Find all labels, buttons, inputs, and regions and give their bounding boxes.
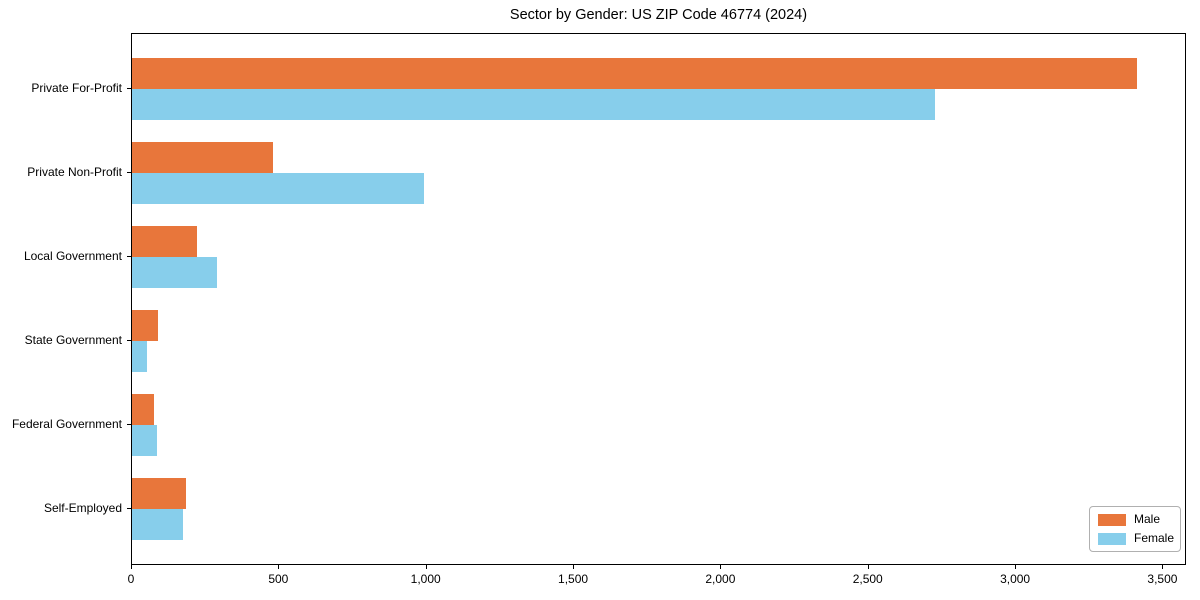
y-axis-label-state-government: State Government [24, 333, 122, 347]
legend-item-female: Female [1098, 531, 1175, 545]
x-tick-label: 1,000 [410, 572, 441, 586]
bar-female-state-government [132, 341, 147, 372]
x-tick-label: 500 [268, 572, 289, 586]
y-axis-label-private-non-profit: Private Non-Profit [27, 165, 122, 179]
bar-female-private-for-profit [132, 89, 936, 120]
bar-female-private-non-profit [132, 173, 424, 204]
x-tick-mark [1015, 565, 1017, 569]
bar-male-state-government [132, 310, 158, 341]
y-tick-mark [127, 88, 131, 89]
male-legend-swatch [1098, 513, 1126, 526]
male-legend-label: Male [1134, 512, 1161, 526]
bar-male-self-employed [132, 478, 186, 509]
x-tick-label: 2,000 [705, 572, 736, 586]
x-tick-mark [278, 565, 280, 569]
bar-male-local-government [132, 226, 197, 257]
x-tick-label: 1,500 [558, 572, 589, 586]
bar-female-self-employed [132, 509, 183, 540]
y-tick-mark [127, 340, 131, 341]
female-legend-swatch [1098, 532, 1126, 545]
x-tick-mark [573, 565, 575, 569]
bar-female-federal-government [132, 425, 157, 456]
legend-item-male: Male [1098, 513, 1172, 526]
y-tick-mark [127, 424, 131, 425]
x-tick-mark [1162, 565, 1164, 569]
y-axis-label-local-government: Local Government [23, 249, 122, 263]
female-legend-label: Female [1134, 531, 1175, 545]
x-tick-label: 2,500 [852, 572, 883, 586]
legend: Male Female [1089, 506, 1181, 552]
y-axis-label-federal-government: Federal Government [11, 417, 122, 431]
x-tick-mark [425, 565, 427, 569]
bar-male-private-for-profit [132, 58, 1137, 89]
y-tick-mark [127, 256, 131, 257]
bar-male-federal-government [132, 394, 154, 425]
y-axis-label-private-for-profit: Private For-Profit [31, 81, 122, 95]
y-tick-mark [127, 172, 131, 173]
y-tick-mark [127, 508, 131, 509]
x-tick-label: 3,500 [1147, 572, 1178, 586]
x-tick-label: 0 [127, 572, 135, 586]
x-tick-mark [131, 565, 132, 569]
x-tick-mark [720, 565, 722, 569]
bar-male-private-non-profit [132, 142, 274, 173]
x-tick-label: 3,000 [1000, 572, 1031, 586]
plot-area [131, 33, 1186, 565]
x-tick-mark [867, 565, 869, 569]
chart-title: Sector by Gender: US ZIP Code 46774 (202… [509, 7, 808, 23]
y-axis-label-self-employed: Self-Employed [43, 501, 122, 515]
bar-female-local-government [132, 257, 218, 288]
